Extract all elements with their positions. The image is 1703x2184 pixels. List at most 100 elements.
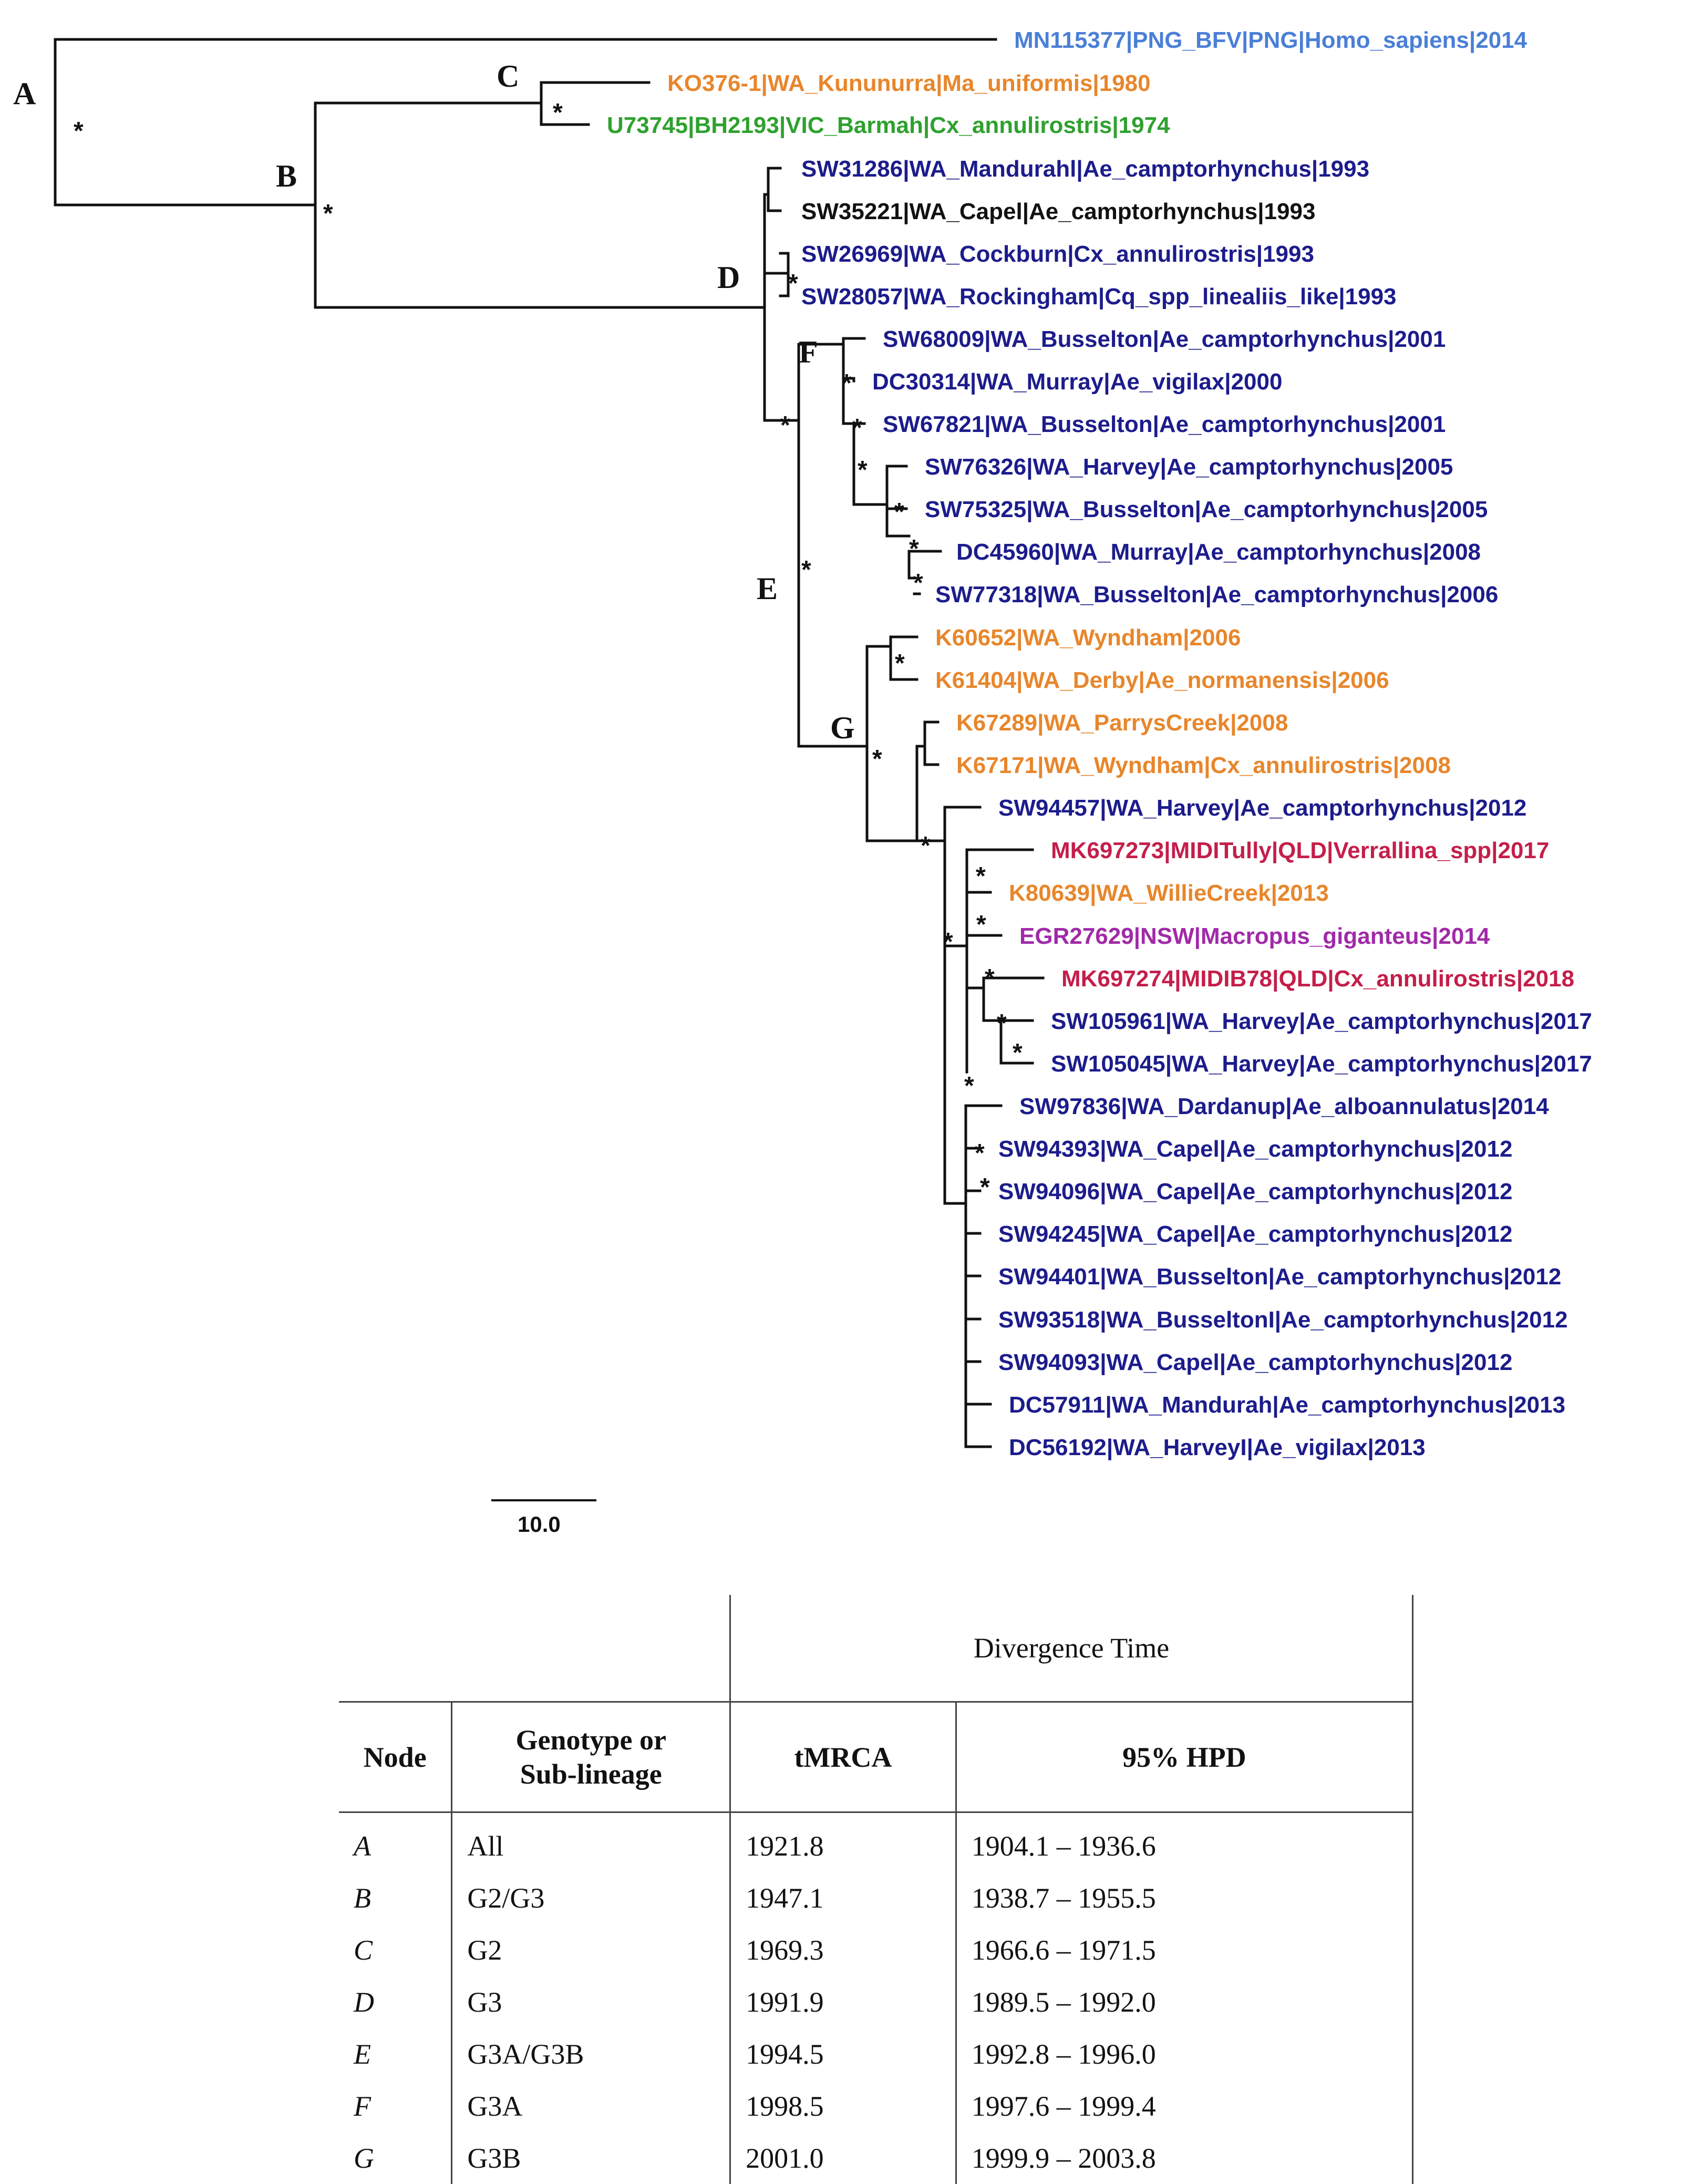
- support-star: *: [780, 411, 790, 439]
- leaf-label: SW94457|WA_Harvey|Ae_camptorhynchus|2012: [998, 795, 1526, 821]
- leaf-label: KO376-1|WA_Kununurra|Ma_uniformis|1980: [667, 70, 1151, 97]
- support-star: *: [74, 117, 84, 145]
- support-star: *: [323, 200, 333, 228]
- cell-genotype: G3A/G3B: [452, 2028, 730, 2080]
- cell-hpd: 1966.6 – 1971.5: [956, 1924, 1412, 1976]
- leaf-label: SW75325|WA_Busselton|Ae_camptorhynchus|2…: [925, 497, 1488, 523]
- cell-node: E: [339, 2028, 452, 2080]
- header-genotype-line1: Genotype or: [516, 1724, 666, 1756]
- support-star: *: [553, 99, 563, 127]
- cell-genotype: G3: [452, 1976, 730, 2028]
- leaf-label: SW94393|WA_Capel|Ae_camptorhynchus|2012: [998, 1136, 1512, 1162]
- table-group-header-row: Divergence Time: [339, 1595, 1413, 1702]
- leaf-label: SW105045|WA_Harvey|Ae_camptorhynchus|201…: [1051, 1051, 1592, 1077]
- support-star: *: [842, 369, 852, 397]
- node-label-c: C: [497, 59, 519, 94]
- leaf-label: SW94245|WA_Capel|Ae_camptorhynchus|2012: [998, 1221, 1512, 1248]
- leaf-label: SW97836|WA_Dardanup|Ae_alboannulatus|201…: [1019, 1094, 1549, 1120]
- support-star: *: [872, 745, 882, 773]
- support-star: *: [964, 1072, 974, 1100]
- leaf-label: DC57911|WA_Mandurah|Ae_camptorhynchus|20…: [1009, 1392, 1565, 1418]
- leaf-label: K80639|WA_WillieCreek|2013: [1009, 880, 1329, 906]
- node-label-e: E: [757, 571, 778, 606]
- header-node: Node: [339, 1702, 452, 1812]
- support-star: *: [852, 414, 862, 442]
- cell-node: F: [339, 2080, 452, 2132]
- cell-hpd: 1999.9 – 2003.8: [956, 2132, 1412, 2184]
- leaf-label: DC30314|WA_Murray|Ae_vigilax|2000: [872, 369, 1282, 395]
- leaf-label: SW94093|WA_Capel|Ae_camptorhynchus|2012: [998, 1349, 1512, 1376]
- cell-hpd: 1989.5 – 1992.0: [956, 1976, 1412, 2028]
- leaf-label: MN115377|PNG_BFV|PNG|Homo_sapiens|2014: [1014, 27, 1527, 54]
- support-star: *: [1013, 1039, 1023, 1067]
- support-star: *: [909, 535, 919, 563]
- node-label-b: B: [276, 159, 297, 193]
- header-genotype-line2: Sub-lineage: [520, 1758, 662, 1790]
- cell-genotype: All: [452, 1812, 730, 1872]
- cell-node: B: [339, 1872, 452, 1924]
- cell-node: A: [339, 1812, 452, 1872]
- support-star: *: [895, 650, 905, 677]
- support-star: *: [801, 556, 811, 584]
- cell-genotype: G3A: [452, 2080, 730, 2132]
- tree-node-labels: A B C D E F G: [13, 59, 855, 745]
- leaf-label: SW105961|WA_Harvey|Ae_camptorhynchus|201…: [1051, 1008, 1592, 1035]
- table-group-header: Divergence Time: [730, 1595, 1413, 1702]
- scale-bar: 10.0: [491, 1500, 596, 1537]
- cell-tmrca: 1998.5: [730, 2080, 956, 2132]
- leaf-label: SW94096|WA_Capel|Ae_camptorhynchus|2012: [998, 1179, 1512, 1205]
- leaf-label: MK697273|MIDITully|QLD|Verrallina_spp|20…: [1051, 838, 1549, 864]
- node-label-g: G: [830, 710, 855, 745]
- leaf-label: SW28057|WA_Rockingham|Cq_spp_linealiis_l…: [801, 284, 1397, 310]
- cell-tmrca: 2001.0: [730, 2132, 956, 2184]
- header-genotype: Genotype or Sub-lineage: [452, 1702, 730, 1812]
- support-star: *: [943, 928, 953, 956]
- leaf-label: DC56192|WA_HarveyI|Ae_vigilax|2013: [1009, 1435, 1426, 1461]
- leaf-label: SW76326|WA_Harvey|Ae_camptorhynchus|2005: [925, 454, 1453, 480]
- leaf-label: EGR27629|NSW|Macropus_giganteus|2014: [1019, 923, 1490, 950]
- support-star: *: [976, 911, 986, 939]
- support-star: *: [997, 1009, 1007, 1037]
- leaf-label: SW68009|WA_Busselton|Ae_camptorhynchus|2…: [883, 326, 1446, 353]
- phylogenetic-tree: MN115377|PNG_BFV|PNG|Homo_sapiens|2014 KO…: [0, 0, 1703, 1555]
- cell-tmrca: 1921.8: [730, 1812, 956, 1872]
- node-label-f: F: [799, 335, 818, 369]
- leaf-label: DC45960|WA_Murray|Ae_camptorhynchus|2008: [956, 539, 1481, 565]
- cell-genotype: G3B: [452, 2132, 730, 2184]
- cell-tmrca: 1947.1: [730, 1872, 956, 1924]
- cell-hpd: 1997.6 – 1999.4: [956, 2080, 1412, 2132]
- node-label-d: D: [717, 260, 740, 295]
- leaf-label: SW35221|WA_Capel|Ae_camptorhynchus|1993: [801, 199, 1315, 225]
- support-star: *: [894, 498, 904, 526]
- header-hpd: 95% HPD: [956, 1702, 1412, 1812]
- divergence-time-table: Divergence Time Node Genotype or Sub-lin…: [339, 1595, 1413, 2173]
- cell-genotype: G2: [452, 1924, 730, 1976]
- support-star: *: [788, 270, 798, 297]
- support-star: *: [913, 569, 923, 597]
- support-star: *: [921, 832, 931, 860]
- cell-hpd: 1992.8 – 1996.0: [956, 2028, 1412, 2080]
- tree-leaf-labels: MN115377|PNG_BFV|PNG|Homo_sapiens|2014 KO…: [607, 27, 1592, 1461]
- support-star: *: [976, 862, 986, 890]
- leaf-label: MK697274|MIDIB78|QLD|Cx_annulirostris|20…: [1061, 966, 1574, 992]
- leaf-label: SW67821|WA_Busselton|Ae_camptorhynchus|2…: [883, 411, 1446, 438]
- leaf-label: K67289|WA_ParrysCreek|2008: [956, 710, 1288, 736]
- cell-hpd: 1904.1 – 1936.6: [956, 1812, 1412, 1872]
- divergence-table: Divergence Time Node Genotype or Sub-lin…: [339, 1595, 1413, 2184]
- cell-node: C: [339, 1924, 452, 1976]
- leaf-label: SW26969|WA_Cockburn|Cx_annulirostris|199…: [801, 241, 1314, 267]
- node-label-a: A: [13, 76, 36, 111]
- table-column-header-row: Node Genotype or Sub-lineage tMRCA 95% H…: [339, 1702, 1413, 1812]
- cell-hpd: 1938.7 – 1955.5: [956, 1872, 1412, 1924]
- cell-node: D: [339, 1976, 452, 2028]
- leaf-label: SW94401|WA_Busselton|Ae_camptorhynchus|2…: [998, 1264, 1561, 1290]
- leaf-label: K60652|WA_Wyndham|2006: [935, 625, 1241, 651]
- leaf-label: K61404|WA_Derby|Ae_normanensis|2006: [935, 667, 1389, 694]
